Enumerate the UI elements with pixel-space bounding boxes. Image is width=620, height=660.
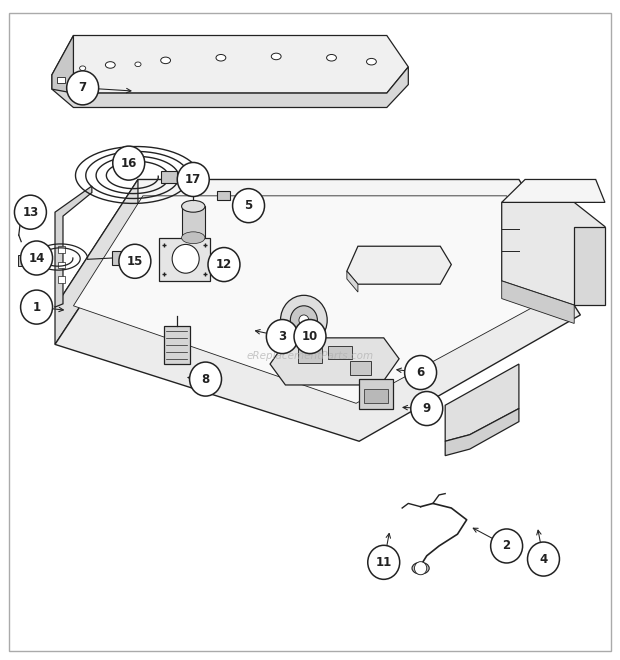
FancyBboxPatch shape: [329, 346, 352, 360]
Text: 5: 5: [244, 199, 253, 212]
Ellipse shape: [135, 62, 141, 67]
Ellipse shape: [216, 55, 226, 61]
FancyBboxPatch shape: [182, 207, 205, 238]
Text: 3: 3: [278, 330, 286, 343]
Text: 6: 6: [417, 366, 425, 379]
Circle shape: [414, 562, 427, 575]
Text: 16: 16: [120, 156, 137, 170]
Polygon shape: [574, 226, 605, 305]
Polygon shape: [55, 180, 138, 345]
Ellipse shape: [327, 55, 337, 61]
Circle shape: [177, 162, 209, 197]
FancyBboxPatch shape: [364, 389, 388, 403]
Ellipse shape: [182, 201, 205, 213]
FancyBboxPatch shape: [17, 255, 30, 266]
Polygon shape: [502, 281, 574, 323]
FancyBboxPatch shape: [164, 326, 190, 364]
Polygon shape: [55, 218, 580, 442]
Ellipse shape: [412, 562, 429, 574]
Polygon shape: [55, 180, 580, 405]
Polygon shape: [502, 203, 605, 305]
Circle shape: [113, 146, 144, 180]
FancyBboxPatch shape: [58, 277, 66, 283]
Ellipse shape: [182, 232, 205, 244]
Circle shape: [20, 290, 53, 324]
Ellipse shape: [272, 53, 281, 59]
Circle shape: [14, 195, 46, 229]
FancyBboxPatch shape: [359, 379, 393, 409]
Text: 15: 15: [126, 255, 143, 268]
FancyBboxPatch shape: [350, 362, 371, 374]
FancyBboxPatch shape: [161, 171, 177, 183]
FancyBboxPatch shape: [58, 246, 66, 253]
Circle shape: [290, 306, 317, 335]
Ellipse shape: [79, 66, 86, 71]
FancyBboxPatch shape: [112, 251, 131, 265]
Circle shape: [280, 295, 327, 345]
Text: 4: 4: [539, 552, 547, 566]
FancyBboxPatch shape: [298, 348, 322, 363]
Circle shape: [119, 244, 151, 279]
Text: 10: 10: [302, 330, 318, 343]
Ellipse shape: [105, 61, 115, 68]
Circle shape: [172, 244, 199, 273]
FancyBboxPatch shape: [58, 262, 66, 269]
Ellipse shape: [366, 58, 376, 65]
Polygon shape: [55, 186, 92, 307]
Circle shape: [232, 189, 265, 222]
Polygon shape: [73, 196, 569, 403]
Text: 13: 13: [22, 206, 38, 218]
FancyBboxPatch shape: [57, 77, 66, 82]
Text: 8: 8: [202, 373, 210, 385]
Text: 1: 1: [32, 300, 41, 314]
Text: 17: 17: [185, 173, 202, 186]
Circle shape: [267, 319, 298, 354]
Ellipse shape: [161, 57, 171, 63]
Circle shape: [528, 542, 559, 576]
Circle shape: [411, 391, 443, 426]
Polygon shape: [502, 180, 605, 203]
Circle shape: [294, 319, 326, 354]
Polygon shape: [270, 338, 399, 385]
Polygon shape: [347, 246, 451, 284]
Circle shape: [208, 248, 240, 282]
Polygon shape: [52, 36, 73, 93]
Circle shape: [490, 529, 523, 563]
Polygon shape: [347, 271, 358, 292]
FancyBboxPatch shape: [216, 191, 230, 201]
Text: 11: 11: [376, 556, 392, 569]
Circle shape: [368, 545, 400, 579]
Circle shape: [190, 362, 221, 396]
Circle shape: [299, 315, 309, 325]
Text: 9: 9: [423, 402, 431, 415]
Text: 14: 14: [29, 251, 45, 265]
FancyBboxPatch shape: [159, 238, 210, 281]
Polygon shape: [52, 67, 409, 108]
Text: eReplacementParts.com: eReplacementParts.com: [246, 351, 374, 361]
Text: 7: 7: [79, 81, 87, 94]
Circle shape: [20, 241, 53, 275]
Polygon shape: [52, 36, 409, 93]
Polygon shape: [445, 364, 519, 442]
Polygon shape: [445, 409, 519, 455]
Circle shape: [67, 71, 99, 105]
Circle shape: [405, 356, 436, 389]
Ellipse shape: [191, 190, 196, 193]
Text: 2: 2: [503, 539, 511, 552]
Text: 12: 12: [216, 258, 232, 271]
